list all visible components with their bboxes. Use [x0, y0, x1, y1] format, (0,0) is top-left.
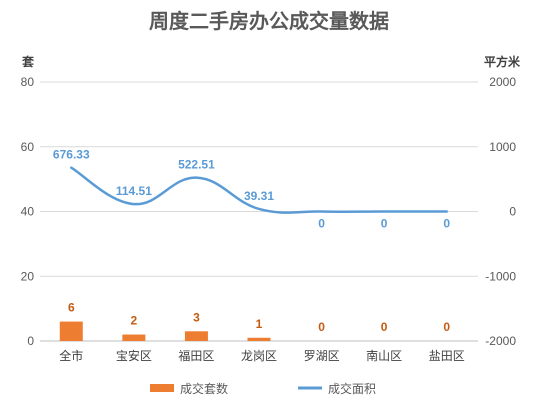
bar — [59, 321, 83, 341]
bar-data-label: 0 — [318, 320, 325, 334]
category-label: 宝安区 — [116, 348, 152, 363]
line-data-label: 114.51 — [116, 184, 152, 198]
category-label: 盐田区 — [429, 349, 465, 363]
category-label: 南山区 — [366, 348, 402, 363]
right-tick-label: -2000 — [485, 334, 516, 348]
bar — [122, 334, 146, 341]
category-label: 福田区 — [178, 348, 214, 363]
right-tick-label: 2000 — [489, 75, 516, 89]
bar-data-label: 0 — [381, 320, 388, 334]
line-data-label: 0 — [381, 217, 388, 231]
line-data-label: 676.33 — [53, 148, 90, 162]
bar-data-label: 2 — [131, 314, 138, 328]
line-data-label: 522.51 — [178, 158, 215, 172]
bar-data-label: 3 — [193, 310, 200, 324]
left-tick-label: 60 — [21, 140, 35, 154]
chart-title: 周度二手房办公成交量数据 — [149, 9, 389, 33]
bar-data-label: 0 — [443, 320, 450, 334]
gridlines — [40, 81, 478, 342]
legend-bar-swatch — [150, 384, 174, 392]
legend: 成交套数 成交面积 — [150, 381, 376, 396]
right-axis-unit: 平方米 — [484, 54, 521, 69]
left-axis-ticks: 0 20 40 60 80 — [21, 75, 35, 348]
bar-data-labels: 6 2 3 1 0 0 0 — [68, 301, 450, 334]
line-series — [70, 166, 448, 214]
legend-line-label: 成交面积 — [328, 381, 376, 396]
bar — [247, 337, 271, 341]
category-labels: 全市 宝安区 福田区 龙岗区 罗湖区 南山区 盐田区 — [59, 348, 464, 363]
line-data-labels: 676.33 114.51 522.51 39.31 0 0 0 — [53, 148, 450, 231]
legend-bar-label: 成交套数 — [180, 381, 228, 396]
line-data-label: 0 — [443, 217, 450, 231]
category-label: 龙岗区 — [241, 349, 277, 363]
left-tick-label: 20 — [21, 269, 35, 283]
bar — [184, 331, 208, 341]
right-axis-ticks: -2000 -1000 0 1000 2000 — [485, 75, 516, 348]
line-data-label: 39.31 — [244, 189, 274, 203]
left-tick-label: 80 — [21, 75, 35, 89]
bar-series — [59, 321, 271, 341]
right-tick-label: -1000 — [485, 269, 516, 283]
bar-data-label: 1 — [256, 317, 263, 331]
left-tick-label: 0 — [27, 334, 34, 348]
category-label: 全市 — [59, 348, 83, 363]
line-data-label: 0 — [318, 217, 325, 231]
line-path — [70, 166, 448, 214]
right-tick-label: 1000 — [489, 140, 516, 154]
category-label: 罗湖区 — [304, 348, 340, 363]
left-axis-unit: 套 — [21, 54, 35, 69]
right-tick-label: 0 — [509, 205, 516, 219]
bar-data-label: 6 — [68, 301, 75, 315]
left-tick-label: 40 — [21, 205, 35, 219]
